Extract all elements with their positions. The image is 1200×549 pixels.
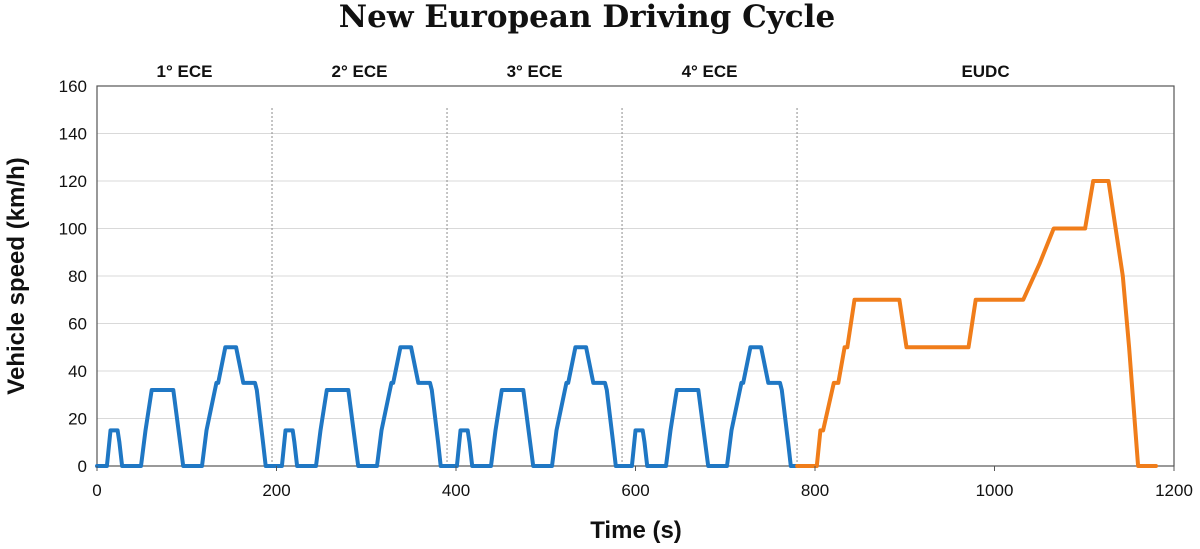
y-axis-ticks: 0 20 40 60 80 100 120 140 160	[59, 77, 87, 476]
y-tick-label: 100	[59, 220, 87, 239]
segment-label: EUDC	[961, 62, 1009, 81]
y-tick-label: 40	[68, 362, 87, 381]
y-tick-label: 140	[59, 125, 87, 144]
segment-label: 4° ECE	[682, 62, 738, 81]
y-tick-label: 80	[68, 267, 87, 286]
y-tick-label: 0	[78, 457, 87, 476]
x-tick-label: 800	[801, 481, 829, 500]
segment-label: 1° ECE	[157, 62, 213, 81]
y-axis-label: Vehicle speed (km/h)	[3, 157, 30, 394]
eudc-series-line	[795, 179, 1158, 468]
y-tick-label: 120	[59, 172, 87, 191]
ece-series-line-2	[270, 345, 449, 468]
segment-label: 3° ECE	[507, 62, 563, 81]
y-tick-label: 160	[59, 77, 87, 96]
x-tick-label: 600	[621, 481, 649, 500]
segment-labels: 1° ECE 2° ECE 3° ECE 4° ECE EUDC	[157, 62, 1010, 81]
chart-title: New European Driving Cycle	[339, 0, 835, 35]
ece-series-line-4	[620, 345, 800, 468]
x-tick-label: 1200	[1155, 481, 1193, 500]
series-lines	[95, 179, 1158, 468]
x-tick-label: 1000	[976, 481, 1014, 500]
gridlines	[97, 133, 1174, 419]
y-tick-label: 60	[68, 315, 87, 334]
x-axis-ticks: 0 200 400 600 800 1000 1200	[92, 466, 1193, 500]
x-tick-label: 200	[262, 481, 290, 500]
x-tick-label: 0	[92, 481, 101, 500]
segment-label: 2° ECE	[332, 62, 388, 81]
y-tick-label: 20	[68, 410, 87, 429]
ece-series-line-3	[445, 345, 624, 468]
ece-series-line-1	[95, 345, 274, 468]
x-axis-label: Time (s)	[590, 517, 682, 544]
x-tick-label: 400	[442, 481, 470, 500]
